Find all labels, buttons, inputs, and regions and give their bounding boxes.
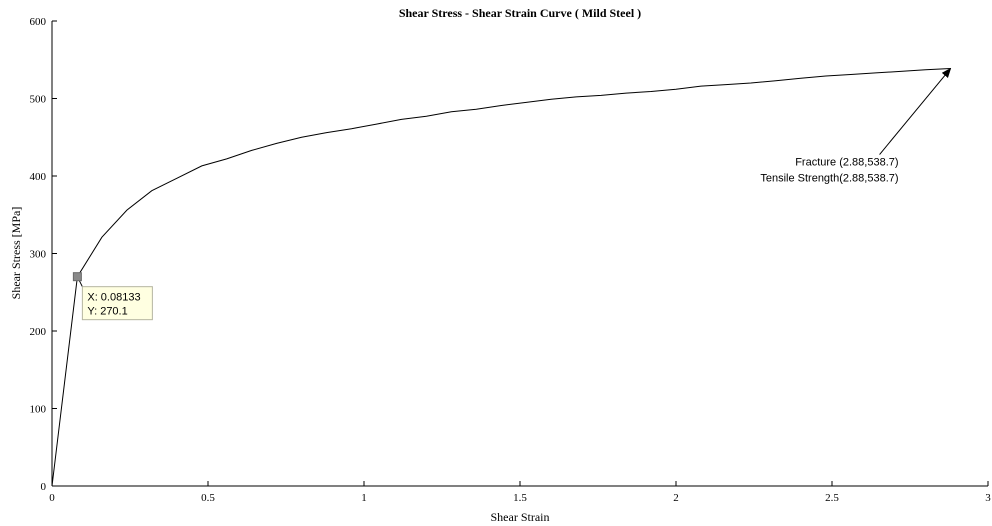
fracture-annotation: Fracture (2.88,538.7) Tensile Strength(2…	[760, 67, 952, 185]
x-tick-label: 2.5	[825, 492, 839, 504]
x-axis-label: Shear Strain	[491, 510, 550, 524]
y-axis-label: Shear Stress [MPa]	[9, 207, 23, 300]
x-tick-label: 3	[985, 492, 991, 504]
chart-title: Shear Stress - Shear Strain Curve ( Mild…	[399, 6, 641, 20]
x-tick-label: 0	[49, 492, 55, 504]
annotation-tensile-strength-label: Tensile Strength(2.88,538.7)	[760, 173, 898, 185]
datatip-x-text: X: 0.08133	[87, 292, 140, 304]
x-tick-label: 1.5	[513, 492, 527, 504]
y-axis-ticks: 0 100 200 300 400 500 600	[30, 16, 57, 493]
datatip-box	[81, 286, 153, 321]
y-tick-label: 100	[30, 404, 47, 416]
annotation-fracture-label: Fracture (2.88,538.7)	[795, 157, 898, 169]
series-line-shear-curve	[51, 68, 951, 487]
x-tick-label: 0.5	[201, 492, 215, 504]
y-tick-label: 400	[30, 171, 47, 183]
y-tick-label: 0	[41, 481, 47, 493]
y-tick-label: 500	[30, 94, 47, 106]
y-tick-label: 600	[30, 16, 47, 28]
plot-axes-frame	[51, 21, 988, 487]
y-tick-label: 200	[30, 326, 47, 338]
datatip[interactable]: X: 0.08133 Y: 270.1	[72, 272, 153, 321]
annotation-arrow	[879, 67, 952, 155]
x-tick-label: 1	[361, 492, 367, 504]
x-tick-label: 2	[673, 492, 679, 504]
datatip-marker[interactable]	[72, 272, 82, 282]
x-axis-ticks: 0 0.5 1 1.5 2 2.5 3	[49, 481, 991, 504]
y-tick-label: 300	[30, 249, 47, 261]
datatip-y-text: Y: 270.1	[87, 306, 127, 318]
